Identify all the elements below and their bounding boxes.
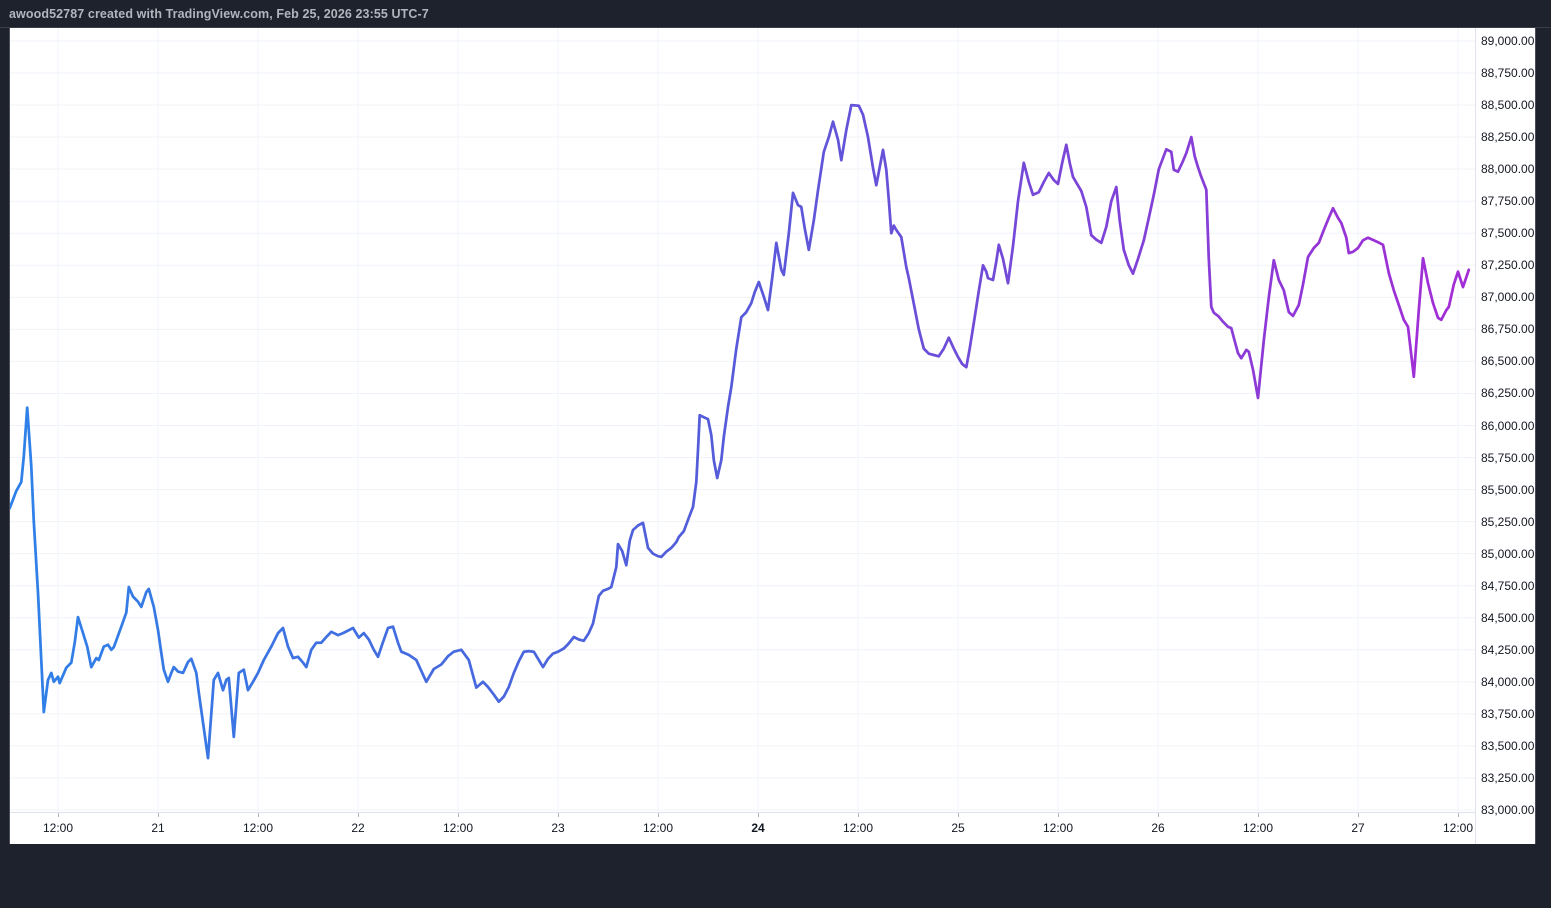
price-axis-label: 86,750.00 — [1481, 322, 1535, 337]
price-axis-label: 86,000.00 — [1481, 418, 1535, 433]
time-axis-label: 12:00 — [842, 821, 874, 835]
time-axis-tick — [1458, 813, 1459, 817]
price-axis-label: 88,500.00 — [1481, 98, 1535, 113]
price-axis-label: 87,500.00 — [1481, 226, 1535, 241]
price-axis-label: 83,250.00 — [1481, 770, 1535, 785]
right-frame-strip — [1536, 28, 1551, 844]
chart-pane[interactable]: 12:00 21 12:00 22 12:00 23 12:00 24 12:00 25 12:00… — [9, 28, 1536, 844]
price-axis-label: 84,250.00 — [1481, 642, 1535, 657]
time-axis-label: 12:00 — [1042, 821, 1074, 835]
chart-area: 12:00 21 12:00 22 12:00 23 12:00 24 12:00 25 12:00… — [0, 28, 1551, 844]
time-axis-tick — [1158, 813, 1159, 817]
time-axis-tick — [258, 813, 259, 817]
time-axis-label: 25 — [951, 821, 965, 835]
time-axis-tick — [158, 813, 159, 817]
price-axis-label: 86,500.00 — [1481, 354, 1535, 369]
price-axis-label: 85,250.00 — [1481, 514, 1535, 529]
time-axis-label: 12:00 — [642, 821, 674, 835]
snapshot-watermark: awood52787 created with TradingView.com,… — [9, 6, 429, 21]
time-axis-tick — [1058, 813, 1059, 817]
price-axis-label: 84,000.00 — [1481, 674, 1535, 689]
time-axis-label: 22 — [351, 821, 365, 835]
grid — [10, 28, 1475, 812]
time-axis-tick — [1358, 813, 1359, 817]
left-frame-strip — [0, 28, 9, 844]
price-axis[interactable]: 83,000.00 83,250.00 83,500.00 83,750.00 84,0… — [1475, 28, 1536, 844]
price-axis-label: 85,750.00 — [1481, 450, 1535, 465]
time-axis-label: 12:00 — [442, 821, 474, 835]
time-axis-label: 12:00 — [1242, 821, 1274, 835]
snapshot-footer-bar: TradingView — [0, 844, 1551, 908]
time-axis-tick — [458, 813, 459, 817]
time-axis-tick — [858, 813, 859, 817]
time-axis-label: 12:00 — [42, 821, 74, 835]
time-axis-label: 21 — [151, 821, 165, 835]
snapshot-header-bar: awood52787 created with TradingView.com,… — [0, 0, 1551, 28]
time-axis-tick — [758, 813, 759, 817]
price-axis-label: 84,750.00 — [1481, 578, 1535, 593]
price-chart-plot[interactable] — [10, 28, 1475, 812]
price-axis-label: 88,750.00 — [1481, 66, 1535, 81]
time-axis-label: 26 — [1151, 821, 1165, 835]
price-axis-label: 87,000.00 — [1481, 290, 1535, 305]
price-axis-label: 84,500.00 — [1481, 610, 1535, 625]
time-axis-tick — [958, 813, 959, 817]
price-axis-label: 85,000.00 — [1481, 546, 1535, 561]
time-axis-label: 23 — [551, 821, 565, 835]
time-axis-label: 27 — [1351, 821, 1365, 835]
time-axis-label: 12:00 — [242, 821, 274, 835]
price-axis-label: 88,250.00 — [1481, 130, 1535, 145]
time-axis-tick — [658, 813, 659, 817]
price-axis-label: 85,500.00 — [1481, 482, 1535, 497]
price-axis-label: 89,000.00 — [1481, 34, 1535, 48]
price-axis-label: 86,250.00 — [1481, 386, 1535, 401]
price-axis-label: 83,000.00 — [1481, 803, 1535, 817]
price-axis-label: 87,750.00 — [1481, 194, 1535, 209]
time-axis-tick — [358, 813, 359, 817]
price-axis-label: 87,250.00 — [1481, 258, 1535, 273]
price-axis-label: 83,750.00 — [1481, 706, 1535, 721]
time-axis-label: 24 — [751, 821, 765, 835]
time-axis-tick — [1258, 813, 1259, 817]
time-axis[interactable]: 12:00 21 12:00 22 12:00 23 12:00 24 12:00 25 12:00… — [10, 812, 1475, 844]
time-axis-label: 12:00 — [1442, 821, 1474, 835]
time-axis-tick — [58, 813, 59, 817]
price-line-series — [10, 103, 1471, 760]
price-axis-label: 88,000.00 — [1481, 162, 1535, 177]
price-axis-label: 83,500.00 — [1481, 738, 1535, 753]
time-axis-tick — [558, 813, 559, 817]
